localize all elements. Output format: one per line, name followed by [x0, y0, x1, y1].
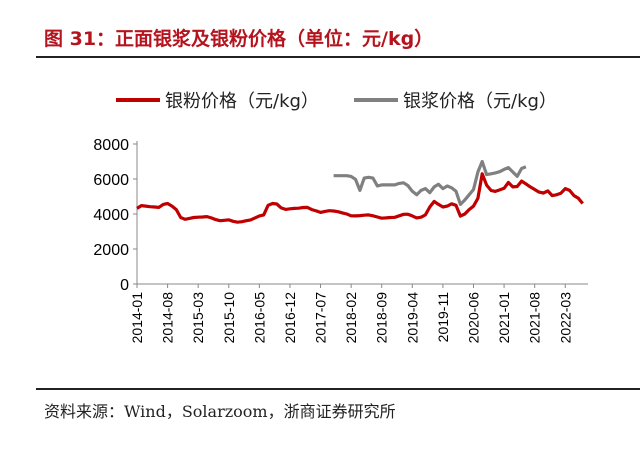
- x-tick-label: 2020-06: [465, 292, 481, 344]
- x-tick-label: 2018-09: [374, 292, 390, 344]
- x-tick-label: 2019-04: [404, 292, 420, 344]
- figure-title: 图 31：正面银浆及银粉价格（单位：元/kg）: [44, 28, 434, 50]
- legend-label-silver-powder: 银粉价格（元/kg）: [165, 91, 319, 112]
- y-tick-label: 0: [120, 277, 129, 294]
- x-tick-label: 2017-07: [313, 292, 329, 344]
- x-tick-label: 2014-01: [129, 292, 145, 344]
- line-chart: 0 2000 4000 6000 8000 2014-01 2014-08 2015-03 20…: [93, 91, 588, 344]
- x-tick-label: 2019-11: [435, 292, 451, 343]
- series-line-silver-paste: [333, 159, 527, 206]
- x-tick-label: 2014-08: [160, 292, 176, 344]
- x-tick-label: 2016-05: [251, 292, 267, 344]
- x-tick-label: 2021-01: [496, 292, 512, 344]
- y-tick-label: 4000: [93, 207, 129, 224]
- x-tick-label: 2016-12: [282, 292, 298, 344]
- x-tick-label: 2015-03: [190, 292, 206, 344]
- series-line-silver-powder: [136, 172, 584, 224]
- bottom-rule: [36, 388, 640, 390]
- top-rule: [36, 56, 640, 58]
- y-tick-label: 2000: [93, 242, 129, 259]
- source-note: 资料来源：Wind，Solarzoom，浙商证券研究所: [44, 402, 396, 421]
- x-tick-label: 2018-02: [343, 292, 359, 344]
- y-tick-label: 6000: [93, 172, 129, 189]
- legend-label-silver-paste: 银浆价格（元/kg）: [403, 91, 557, 112]
- y-tick-label: 8000: [93, 137, 129, 154]
- x-tick-label: 2015-10: [221, 292, 237, 344]
- x-tick-label: 2022-03: [557, 292, 573, 344]
- x-tick-label: 2021-08: [527, 292, 543, 344]
